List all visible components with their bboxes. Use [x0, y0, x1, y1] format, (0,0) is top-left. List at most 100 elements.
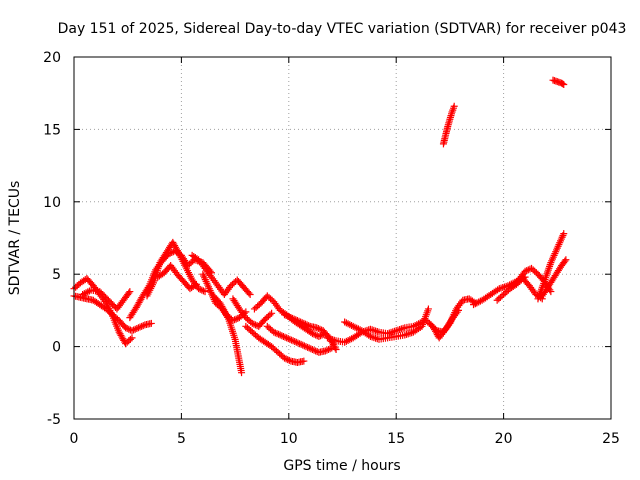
data-point [273, 330, 281, 338]
data-point [287, 336, 295, 344]
series-arc-19 [439, 102, 458, 148]
x-tick-label: 10 [280, 431, 298, 447]
data-point [304, 343, 312, 351]
data-point [300, 357, 308, 365]
x-tick-label: 0 [70, 431, 79, 447]
data-point [278, 332, 286, 340]
data-point [245, 289, 253, 297]
data-point [293, 317, 301, 325]
data-point [133, 325, 141, 332]
series-arc-7 [188, 251, 254, 298]
data-point [130, 326, 138, 334]
series-arc-16 [341, 305, 432, 343]
data-point [299, 341, 307, 349]
x-tick-label: 20 [495, 431, 513, 447]
data-point [547, 288, 555, 296]
data-point [559, 80, 567, 88]
data-point [266, 311, 274, 319]
data-point [281, 354, 289, 362]
data-point [284, 356, 292, 364]
data-point [332, 345, 340, 353]
data-points [70, 76, 570, 377]
data-point [275, 330, 283, 338]
data-point [323, 346, 331, 354]
series-arc-9 [210, 292, 250, 325]
data-point [526, 265, 534, 273]
data-point [128, 327, 136, 335]
data-point [281, 311, 289, 319]
data-point [298, 319, 306, 327]
data-point [305, 344, 313, 352]
y-tick-label: 15 [43, 122, 61, 138]
data-point [562, 256, 570, 264]
data-point [424, 305, 432, 313]
data-point [521, 267, 529, 275]
y-tick-labels: -5 0 5 10 15 20 [43, 50, 61, 428]
data-point [523, 267, 531, 275]
x-tick-labels: 0 5 10 15 20 25 [70, 431, 620, 447]
data-point [312, 347, 320, 355]
data-point [297, 318, 305, 326]
data-point [134, 324, 142, 332]
data-point [128, 334, 136, 342]
data-point [310, 330, 318, 338]
data-point [195, 285, 203, 293]
data-point [316, 325, 324, 333]
data-point [308, 345, 316, 353]
data-point [326, 345, 334, 353]
data-point [285, 313, 293, 321]
grid-lines [74, 57, 611, 419]
data-point [290, 315, 298, 323]
data-point [284, 335, 292, 343]
y-tick-label: 5 [52, 267, 61, 283]
data-point [315, 332, 323, 340]
data-point [250, 320, 258, 328]
series-arc-11 [242, 322, 308, 367]
data-point [126, 288, 134, 296]
data-point [123, 325, 131, 332]
data-point [232, 315, 240, 323]
data-point [271, 329, 279, 337]
y-tick-label: 0 [52, 340, 61, 356]
data-point [289, 314, 297, 322]
data-point [238, 369, 246, 377]
y-tick-label: -5 [47, 412, 61, 428]
data-point [201, 288, 209, 296]
y-tick-label: 20 [43, 50, 61, 66]
data-point [307, 345, 315, 353]
data-point [560, 81, 568, 89]
y-tick-label: 10 [43, 195, 61, 211]
data-point [561, 257, 569, 265]
chart-title: Day 151 of 2025, Sidereal Day-to-day VTE… [58, 21, 627, 37]
data-point [125, 289, 133, 297]
data-point [246, 290, 254, 298]
series-arc-2 [70, 275, 136, 348]
data-point [126, 335, 134, 343]
data-point [122, 324, 130, 332]
data-point [125, 325, 133, 333]
data-point [301, 320, 309, 328]
data-point [231, 316, 239, 324]
plot-frame [73, 56, 612, 420]
x-tick-label: 25 [602, 431, 620, 447]
data-point [294, 339, 302, 347]
series-arc-6 [154, 262, 200, 293]
data-point [268, 309, 276, 317]
x-tick-label: 15 [387, 431, 405, 447]
data-point [136, 323, 144, 331]
data-point [287, 314, 295, 322]
data-point [291, 338, 299, 346]
series-arc-24 [538, 256, 570, 300]
data-point [283, 334, 291, 342]
data-point [131, 325, 139, 333]
data-point [276, 331, 284, 339]
series-arc-13 [263, 322, 336, 356]
data-point [196, 285, 204, 293]
data-point [450, 102, 458, 110]
data-point [305, 322, 313, 330]
data-point [295, 317, 303, 325]
data-point [313, 324, 321, 332]
data-point [292, 316, 300, 324]
data-point [147, 319, 155, 327]
